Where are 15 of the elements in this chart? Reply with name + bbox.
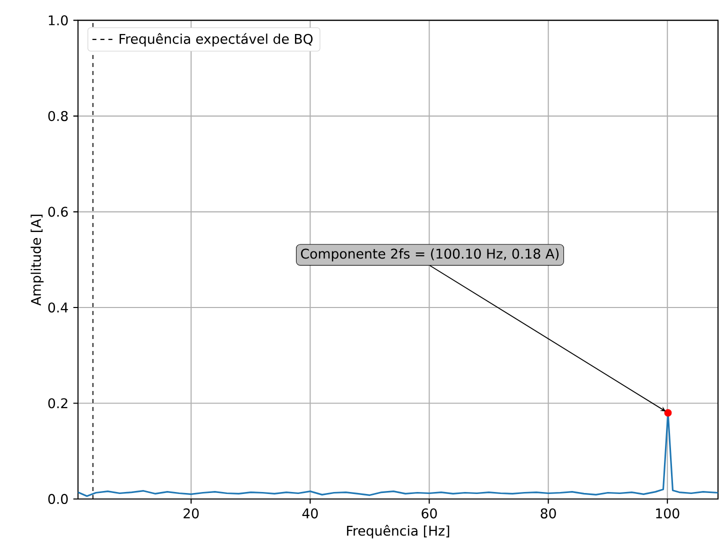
x-tick-label: 100: [656, 508, 680, 518]
ref-line-label: Frequência expectável de BQ: [120, 33, 313, 47]
x-axis-title: Frequência [Hz]: [347, 524, 450, 538]
y-tick-label: 0.6: [48, 206, 68, 217]
y-tick-label: 0.8: [48, 110, 68, 122]
y-tick-label: 1.0: [48, 15, 68, 26]
annotation: Componente 2fs = (100.10 Hz, 0.18 A): [301, 248, 559, 262]
y-axis-title: Amplitude [A]: [30, 214, 44, 306]
y-tick-label: 0.4: [48, 302, 68, 313]
y-tick-label: 0.0: [48, 494, 68, 504]
x-tick-label: 20: [184, 508, 199, 518]
x-tick-label: 80: [540, 508, 556, 518]
y-tick-label: 0.2: [48, 398, 68, 408]
x-tick-label: 40: [302, 508, 318, 518]
x-tick-label: 60: [422, 508, 437, 518]
